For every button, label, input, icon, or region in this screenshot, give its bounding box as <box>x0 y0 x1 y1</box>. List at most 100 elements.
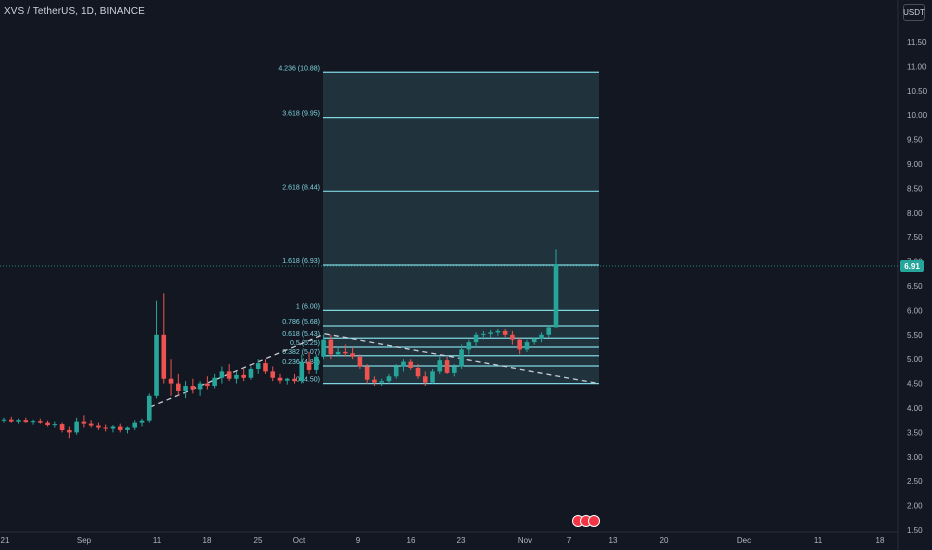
candle <box>263 359 268 374</box>
currency-badge[interactable]: USDT <box>903 4 925 21</box>
y-tick-label: 9.50 <box>907 136 923 145</box>
candle-body <box>88 423 94 426</box>
candle-body <box>364 366 370 380</box>
x-tick-label: 18 <box>876 536 885 545</box>
candle <box>531 337 537 345</box>
candle <box>103 424 108 432</box>
fib-level-label: 0.618 (5.43) <box>282 331 320 338</box>
candle <box>415 364 421 379</box>
candle-body <box>386 376 392 382</box>
candle-body <box>510 334 515 340</box>
candle-body <box>335 351 341 355</box>
fib-level-label: 1.618 (6.93) <box>282 258 320 265</box>
x-tick-label: Dec <box>737 536 751 545</box>
candle-body <box>38 421 43 423</box>
fib-level-label: 0.786 (5.68) <box>282 319 320 326</box>
candle <box>328 334 334 360</box>
y-tick-label: 5.00 <box>907 355 923 364</box>
candle <box>1 417 7 423</box>
candle-body <box>205 383 210 387</box>
candle-body <box>110 426 116 429</box>
candle <box>67 426 72 439</box>
x-tick-label: 21 <box>1 536 10 545</box>
candle <box>183 381 188 399</box>
candle <box>314 354 319 374</box>
candle-body <box>139 420 145 423</box>
candle-body <box>350 353 355 357</box>
y-tick-label: 8.00 <box>907 209 923 218</box>
candle-body <box>74 421 79 433</box>
candle-body <box>277 377 283 381</box>
candle <box>45 420 50 427</box>
candle-body <box>284 378 290 381</box>
fib-level-label: 0.382 (5.07) <box>282 349 320 356</box>
candle-body <box>401 361 406 367</box>
candle-body <box>328 339 334 355</box>
candle-body <box>248 368 254 378</box>
y-tick-label: 2.00 <box>907 502 923 511</box>
candle <box>481 330 486 340</box>
candle-body <box>553 264 559 328</box>
candle-body <box>226 371 232 379</box>
x-tick-label: 16 <box>407 536 416 545</box>
candle <box>401 359 406 372</box>
y-tick-label: 3.00 <box>907 453 923 462</box>
candle-body <box>23 420 29 423</box>
candle-body <box>45 422 50 426</box>
candle <box>488 329 493 338</box>
y-tick-label: 10.50 <box>907 87 928 96</box>
x-tick-label: 11 <box>814 536 823 545</box>
candle <box>306 351 312 374</box>
candle <box>539 332 544 343</box>
x-tick-label: 11 <box>153 536 162 545</box>
candle <box>270 366 276 382</box>
y-tick-label: 9.00 <box>907 160 923 169</box>
candle <box>364 364 370 384</box>
candle-body <box>212 377 217 387</box>
fib-level-label: 0 (4.50) <box>296 377 320 384</box>
candle-body <box>125 427 130 430</box>
candle <box>255 359 261 374</box>
y-tick-label: 3.50 <box>907 428 923 437</box>
fib-level-label: 4.236 (10.88) <box>278 65 320 72</box>
candle-body <box>132 422 138 428</box>
candle <box>88 420 94 428</box>
candle-body <box>168 378 174 384</box>
candle-body <box>299 361 305 382</box>
candle <box>59 422 65 433</box>
candle-body <box>234 374 239 379</box>
candle-body <box>81 421 87 424</box>
symbol-title[interactable]: XVS / TetherUS, 1D, BINANCE <box>4 6 145 17</box>
candle <box>110 425 116 433</box>
fib-level-label: 1 (6.00) <box>296 303 320 310</box>
candle-body <box>154 334 159 396</box>
candle <box>466 339 472 355</box>
candle <box>226 364 232 382</box>
candle <box>241 368 246 382</box>
candle <box>502 328 508 338</box>
candle <box>292 373 297 384</box>
y-tick-label: 8.50 <box>907 184 923 193</box>
fib-level-label: 2.618 (8.44) <box>282 184 320 191</box>
candle-body <box>539 334 544 339</box>
candle <box>212 373 217 389</box>
candle-body <box>67 429 72 433</box>
candle-body <box>241 374 246 378</box>
candle-body <box>270 371 276 378</box>
candle-body <box>531 338 537 343</box>
candle-body <box>176 383 181 391</box>
candle-body <box>96 425 101 428</box>
y-tick-label: 4.00 <box>907 404 923 413</box>
candle <box>343 344 348 357</box>
candle <box>495 328 501 336</box>
candle <box>139 418 145 427</box>
candle <box>524 339 530 352</box>
candle <box>74 417 79 435</box>
candle-body <box>117 426 123 430</box>
candle-body <box>59 424 65 430</box>
candle-body <box>495 330 501 333</box>
candle <box>386 373 392 384</box>
candle-body <box>357 356 363 367</box>
candle-body <box>437 360 443 372</box>
